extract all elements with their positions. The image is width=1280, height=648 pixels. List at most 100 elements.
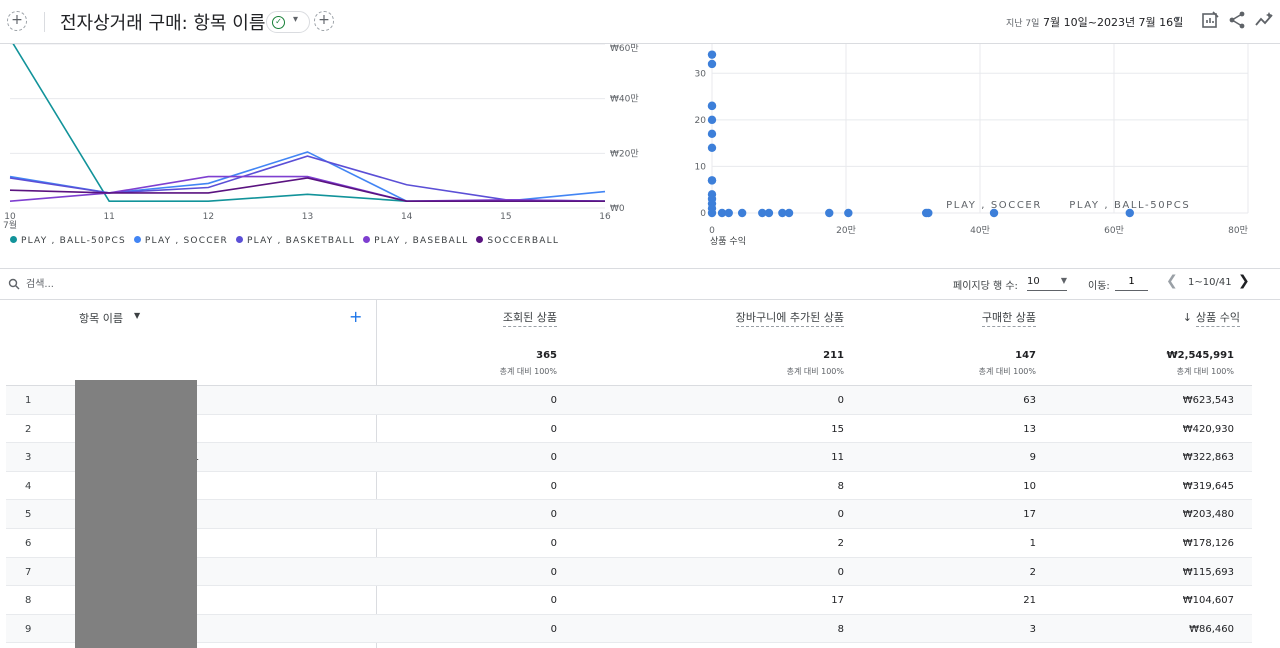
legend-item[interactable]: PLAY , BASEBALL — [363, 236, 468, 246]
scatter-point — [707, 59, 717, 69]
cell-items-purchased: 13 — [1023, 423, 1036, 435]
goto-page-input[interactable] — [1115, 273, 1148, 291]
legend-label: PLAY , BASKETBALL — [247, 236, 356, 246]
scatter-point — [758, 208, 767, 218]
x-tick-label: 60만 — [1104, 225, 1124, 236]
dimension-header[interactable]: 항목 이름 — [79, 312, 123, 325]
column-header-item-revenue[interactable]: ↓ 상품 수익 — [1183, 309, 1240, 327]
report-header: + 전자상거래 구매: 항목 이름 ✓ ▾ + 지난 7일 7월 10일~202… — [0, 0, 1280, 44]
chart-legend: PLAY , BALL-50PCS PLAY , SOCCER PLAY , BAS… — [10, 236, 567, 250]
table-row[interactable]: 9 0 8 3 ₩86,460 — [6, 614, 1252, 644]
scatter-point — [707, 143, 717, 152]
cell-items-added: 2 — [837, 537, 844, 549]
table-row[interactable]: 2 0 15 13 ₩420,930 — [6, 415, 1252, 444]
row-number: 1 — [25, 395, 32, 406]
table-row[interactable]: 7E002₩115,693 — [6, 557, 1252, 587]
table-row[interactable]: 5 0 0 17 ₩203,480 — [6, 500, 1252, 529]
scatter-point — [707, 176, 717, 185]
cell-items-purchased: 10 — [1023, 480, 1036, 492]
share-icon[interactable] — [1227, 10, 1247, 30]
x-tick-label: 80만 — [1228, 225, 1248, 236]
scatter-point — [707, 50, 717, 59]
legend-label: PLAY , BALL-50PCS — [21, 236, 126, 246]
chevron-right-icon[interactable]: ❯ — [1238, 273, 1250, 289]
x-tick-label: 40만 — [970, 225, 990, 236]
chevron-down-icon[interactable]: ▾ — [1175, 14, 1181, 25]
data-table: 항목 이름 ▼ + 조회된 상품 장바구니에 추가된 상품 구매한 상품 ↓ 상품… — [6, 299, 1252, 648]
point-label: PLAY , SOCCER — [946, 200, 1042, 211]
x-tick-label: 10 — [4, 212, 16, 222]
table-row[interactable]: 6 0 2 1 ₩178,126 — [6, 529, 1252, 558]
scatter-point — [707, 208, 717, 218]
line-chart: ₩60만 ₩40만 ₩20만 ₩0 10 11 12 13 14 15 16 7월 — [3, 44, 639, 231]
cell-item-revenue: ₩115,693 — [1182, 566, 1234, 578]
y-tick-label: ₩20만 — [610, 148, 639, 159]
scatter-point — [844, 208, 853, 218]
legend-item[interactable]: SOCCERBALL — [476, 236, 559, 246]
cell-items-purchased: 2 — [1029, 566, 1036, 578]
table-row[interactable]: 3A L L0119₩322,863 — [6, 443, 1252, 472]
add-comparison-icon[interactable]: + — [7, 11, 27, 31]
report-status-dropdown[interactable]: ✓ ▾ — [266, 11, 310, 33]
scatter-point — [778, 208, 787, 218]
series-line — [9, 177, 605, 202]
column-header-items-added-to-cart[interactable]: 장바구니에 추가된 상품 — [735, 309, 844, 327]
row-number: 3 — [25, 452, 32, 464]
row-number: 2 — [25, 423, 32, 435]
header-divider — [44, 12, 45, 32]
row-number: 5 — [25, 509, 32, 521]
total-percent: 총계 대비 100% — [786, 367, 844, 376]
search-icon — [8, 278, 20, 290]
add-filter-icon[interactable]: + — [314, 11, 334, 31]
chevron-down-icon[interactable]: ▼ — [134, 311, 141, 320]
row-number: 9 — [25, 623, 32, 635]
cell-items-added: 15 — [831, 423, 844, 435]
cell-item-revenue: ₩203,480 — [1182, 509, 1234, 521]
page-title: 전자상거래 구매: 항목 이름 — [60, 13, 266, 34]
chevron-left-icon[interactable]: ❮ — [1166, 273, 1178, 289]
customize-report-icon[interactable] — [1200, 10, 1220, 30]
total-items-purchased: 147 — [1015, 350, 1036, 361]
date-preset-label: 지난 7일 — [1006, 19, 1040, 29]
cell-item-revenue: ₩319,645 — [1182, 480, 1234, 492]
date-range-picker[interactable]: 7월 10일~2023년 7월 16일 — [1043, 16, 1184, 29]
rows-per-page-value: 10 — [1027, 276, 1040, 287]
column-header-items-viewed[interactable]: 조회된 상품 — [502, 309, 557, 327]
legend-dot — [133, 236, 141, 243]
legend-item[interactable]: PLAY , SOCCER — [133, 236, 229, 246]
add-dimension-icon[interactable]: + — [349, 307, 363, 326]
scatter-point — [724, 208, 733, 218]
scatter-point — [1125, 208, 1134, 218]
legend-item[interactable]: PLAY , BASKETBALL — [236, 236, 355, 246]
column-header-items-purchased[interactable]: 구매한 상품 — [981, 309, 1036, 327]
insights-icon[interactable] — [1254, 10, 1274, 30]
rows-per-page-label: 페이지당 행 수: — [953, 281, 1018, 292]
x-tick-label: 14 — [401, 212, 413, 222]
cell-items-added: 8 — [837, 480, 844, 492]
table-row[interactable]: 8 0 17 21 ₩104,607 — [6, 586, 1252, 615]
search-input[interactable] — [26, 276, 226, 292]
x-tick-label: 15 — [500, 212, 511, 222]
cell-items-viewed: 0 — [550, 509, 557, 521]
scatter-point — [825, 208, 834, 218]
cell-item-revenue: ₩104,607 — [1182, 595, 1234, 607]
x-tick-label: 12 — [203, 212, 214, 222]
cell-items-purchased: 3 — [1029, 623, 1036, 635]
rows-per-page-select[interactable]: 10 ▼ — [1027, 273, 1067, 291]
x-tick-label: 0 — [709, 226, 715, 236]
y-tick-label: ₩40만 — [610, 94, 639, 105]
cell-item-revenue: ₩623,543 — [1182, 395, 1234, 406]
cell-items-viewed: 0 — [550, 623, 557, 635]
legend-label: PLAY , SOCCER — [144, 236, 229, 246]
y-tick-label: 20 — [695, 116, 707, 126]
scatter-point — [707, 129, 717, 139]
cell-items-viewed: 0 — [550, 566, 557, 578]
x-tick-label: 16 — [599, 212, 611, 222]
goto-page-label: 이동: — [1088, 281, 1110, 292]
series-line — [9, 175, 606, 202]
legend-item[interactable]: PLAY , BALL-50PCS — [10, 236, 126, 246]
scatter-point — [764, 208, 774, 218]
cell-items-viewed: 0 — [550, 423, 557, 435]
cell-items-added: 11 — [831, 452, 844, 464]
legend-dot — [10, 236, 17, 243]
